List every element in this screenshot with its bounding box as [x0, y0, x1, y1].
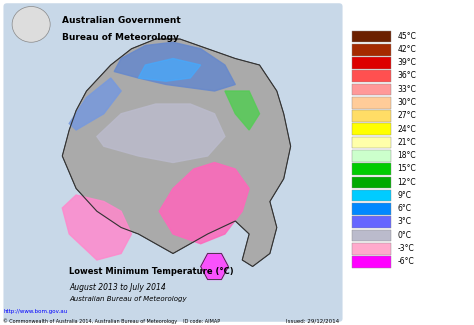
Polygon shape — [97, 104, 225, 162]
Polygon shape — [159, 162, 249, 244]
Text: 39°C: 39°C — [397, 58, 416, 67]
FancyBboxPatch shape — [352, 216, 391, 228]
Text: 9°C: 9°C — [397, 191, 411, 200]
FancyBboxPatch shape — [352, 150, 391, 162]
Polygon shape — [138, 58, 201, 81]
Polygon shape — [69, 78, 121, 130]
FancyBboxPatch shape — [352, 256, 391, 268]
Text: Issued: 29/12/2014: Issued: 29/12/2014 — [286, 318, 339, 323]
FancyBboxPatch shape — [352, 44, 391, 56]
Polygon shape — [201, 254, 228, 280]
Text: 15°C: 15°C — [397, 164, 416, 173]
Text: Australian Bureau of Meteorology: Australian Bureau of Meteorology — [69, 296, 187, 302]
FancyBboxPatch shape — [352, 97, 391, 109]
FancyBboxPatch shape — [352, 124, 391, 135]
FancyBboxPatch shape — [352, 137, 391, 149]
FancyBboxPatch shape — [352, 190, 391, 202]
Text: 27°C: 27°C — [397, 111, 416, 120]
Text: 0°C: 0°C — [397, 231, 411, 240]
FancyBboxPatch shape — [352, 243, 391, 254]
Polygon shape — [62, 39, 291, 266]
Text: Lowest Minimum Temperature (°C): Lowest Minimum Temperature (°C) — [69, 266, 234, 276]
Text: -3°C: -3°C — [397, 244, 414, 253]
Polygon shape — [114, 42, 235, 91]
Text: 3°C: 3°C — [397, 217, 411, 226]
Circle shape — [12, 6, 50, 42]
Text: 36°C: 36°C — [397, 72, 416, 81]
Text: 6°C: 6°C — [397, 204, 411, 213]
Text: 18°C: 18°C — [397, 151, 416, 160]
FancyBboxPatch shape — [352, 71, 391, 82]
Text: 33°C: 33°C — [397, 85, 416, 94]
Text: 12°C: 12°C — [397, 177, 416, 187]
FancyBboxPatch shape — [352, 163, 391, 175]
FancyBboxPatch shape — [352, 84, 391, 95]
FancyBboxPatch shape — [3, 3, 343, 322]
Text: 30°C: 30°C — [397, 98, 416, 107]
Text: 21°C: 21°C — [397, 138, 416, 147]
Text: August 2013 to July 2014: August 2013 to July 2014 — [69, 283, 166, 292]
Text: © Commonwealth of Australia 2014, Australian Bureau of Meteorology    ID code: A: © Commonwealth of Australia 2014, Austra… — [3, 318, 220, 324]
Text: 42°C: 42°C — [397, 45, 416, 54]
Text: -6°C: -6°C — [397, 257, 414, 266]
Text: Bureau of Meteorology: Bureau of Meteorology — [62, 32, 179, 42]
Text: Australian Government: Australian Government — [62, 16, 181, 25]
Polygon shape — [62, 195, 131, 260]
Text: 45°C: 45°C — [397, 32, 416, 41]
FancyBboxPatch shape — [352, 229, 391, 241]
Text: 24°C: 24°C — [397, 124, 416, 134]
FancyBboxPatch shape — [352, 203, 391, 215]
FancyBboxPatch shape — [352, 176, 391, 188]
Text: http://www.bom.gov.au: http://www.bom.gov.au — [3, 309, 68, 314]
FancyBboxPatch shape — [352, 57, 391, 69]
FancyBboxPatch shape — [352, 31, 391, 42]
Polygon shape — [225, 91, 259, 130]
FancyBboxPatch shape — [352, 110, 391, 122]
